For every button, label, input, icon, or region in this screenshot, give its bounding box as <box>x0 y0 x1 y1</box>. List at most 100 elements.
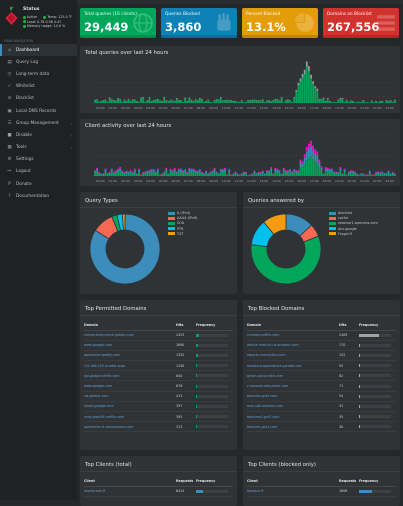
chart-bar[interactable] <box>243 174 245 176</box>
chart-bar[interactable] <box>107 174 109 175</box>
chart-bar[interactable] <box>381 172 383 173</box>
row-link[interactable]: api.global.netflix.com <box>84 371 176 381</box>
queries-answered-donut[interactable] <box>249 212 323 286</box>
chart-bar[interactable] <box>243 172 245 173</box>
sidebar-item-dashboard[interactable]: ⌂Dashboard <box>0 44 77 56</box>
more-info-strip[interactable] <box>161 35 237 38</box>
chart-bar[interactable] <box>306 152 308 160</box>
chart-bar[interactable] <box>132 173 134 174</box>
chart-bar[interactable] <box>285 171 287 173</box>
chart-bar[interactable] <box>390 175 392 176</box>
chart-bar[interactable] <box>285 170 287 171</box>
chart-bar[interactable] <box>113 172 115 173</box>
chart-bar[interactable] <box>342 99 344 103</box>
chart-bar[interactable] <box>130 170 132 171</box>
chart-bar[interactable] <box>266 170 268 171</box>
chart-bar[interactable] <box>230 175 232 176</box>
chart-bar[interactable] <box>287 100 289 103</box>
chart-bar[interactable] <box>220 172 222 176</box>
chart-bar[interactable] <box>314 86 316 88</box>
chart-bar[interactable] <box>186 173 188 174</box>
chart-bar[interactable] <box>312 84 314 103</box>
chart-bar[interactable] <box>155 171 157 172</box>
chart-bar[interactable] <box>109 98 111 99</box>
chart-bar[interactable] <box>205 101 207 103</box>
chart-bar[interactable] <box>96 171 98 176</box>
chart-bar[interactable] <box>268 173 270 176</box>
chart-bar[interactable] <box>264 175 266 176</box>
row-link[interactable]: apresolve.spotify.com <box>84 350 176 360</box>
chart-bar[interactable] <box>375 172 377 173</box>
chart-bar[interactable] <box>258 101 260 103</box>
chart-bar[interactable] <box>381 174 383 176</box>
chart-bar[interactable] <box>310 75 312 79</box>
chart-bar[interactable] <box>335 172 337 173</box>
chart-bar[interactable] <box>226 100 228 103</box>
chart-bar[interactable] <box>256 174 258 176</box>
chart-bar[interactable] <box>333 171 335 172</box>
chart-bar[interactable] <box>138 172 140 176</box>
chart-bar[interactable] <box>96 169 98 171</box>
chart-bar[interactable] <box>163 174 165 176</box>
chart-bar[interactable] <box>197 171 199 172</box>
chart-bar[interactable] <box>109 174 111 176</box>
row-link[interactable]: www.google.com <box>84 340 176 350</box>
chart-bar[interactable] <box>142 97 144 98</box>
chart-bar[interactable] <box>344 170 346 172</box>
chart-bar[interactable] <box>105 172 107 176</box>
chart-bar[interactable] <box>274 171 276 176</box>
chart-bar[interactable] <box>321 171 323 176</box>
chart-bar[interactable] <box>170 172 172 176</box>
chart-bar[interactable] <box>209 171 211 172</box>
chart-bar[interactable] <box>134 100 136 103</box>
chart-bar[interactable] <box>253 100 255 103</box>
chart-bar[interactable] <box>195 100 197 103</box>
chart-bar[interactable] <box>212 102 214 103</box>
chart-bar[interactable] <box>149 170 151 171</box>
row-link[interactable]: mtalk.google.com <box>84 401 176 411</box>
chart-bar[interactable] <box>314 161 316 176</box>
chart-bar[interactable] <box>375 173 377 174</box>
chart-bar[interactable] <box>180 169 182 170</box>
chart-bar[interactable] <box>329 169 331 170</box>
chart-bar[interactable] <box>381 101 383 103</box>
chart-bar[interactable] <box>172 101 174 103</box>
chart-bar[interactable] <box>121 171 123 173</box>
chart-bar[interactable] <box>342 175 344 176</box>
chart-bar[interactable] <box>222 101 224 103</box>
chart-bar[interactable] <box>155 174 157 176</box>
chart-bar[interactable] <box>147 171 149 173</box>
chart-bar[interactable] <box>235 171 237 172</box>
chart-bar[interactable] <box>291 102 293 103</box>
chart-bar[interactable] <box>142 172 144 173</box>
chart-bar[interactable] <box>209 174 211 176</box>
chart-bar[interactable] <box>201 172 203 173</box>
chart-bar[interactable] <box>310 141 312 147</box>
chart-bar[interactable] <box>207 174 209 175</box>
chart-bar[interactable] <box>316 89 318 91</box>
chart-bar[interactable] <box>325 169 327 171</box>
chart-bar[interactable] <box>274 99 276 103</box>
chart-bar[interactable] <box>184 170 186 172</box>
chart-bar[interactable] <box>191 170 193 172</box>
chart-bar[interactable] <box>98 172 100 173</box>
chart-bar[interactable] <box>174 168 176 169</box>
chart-bar[interactable] <box>358 102 360 103</box>
chart-bar[interactable] <box>348 102 350 103</box>
chart-bar[interactable] <box>115 171 117 173</box>
chart-bar[interactable] <box>209 102 211 103</box>
chart-bar[interactable] <box>121 173 123 176</box>
chart-bar[interactable] <box>249 175 251 176</box>
chart-bar[interactable] <box>262 173 264 176</box>
chart-bar[interactable] <box>191 100 193 103</box>
chart-bar[interactable] <box>142 98 144 103</box>
chart-bar[interactable] <box>264 102 266 103</box>
chart-bar[interactable] <box>306 160 308 176</box>
chart-bar[interactable] <box>272 175 274 176</box>
chart-bar[interactable] <box>197 173 199 176</box>
chart-bar[interactable] <box>266 101 268 103</box>
chart-bar[interactable] <box>165 168 167 169</box>
chart-bar[interactable] <box>291 172 293 173</box>
chart-bar[interactable] <box>128 99 130 103</box>
